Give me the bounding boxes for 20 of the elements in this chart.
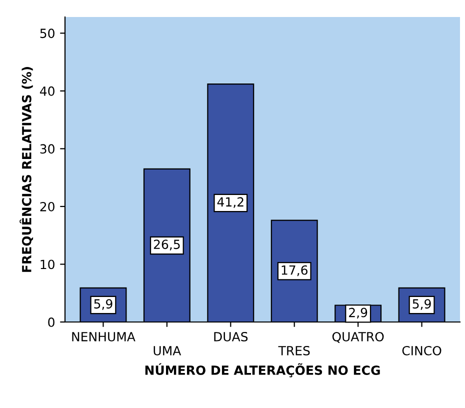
x-tick-label: QUATRO <box>332 332 384 343</box>
data-label: 41,2 <box>217 197 244 208</box>
y-tick-label: 30 <box>40 144 54 154</box>
y-axis-title: FREQUÊNCIAS RELATIVAS (%) <box>20 66 34 272</box>
x-tick-label: CINCO <box>402 346 442 356</box>
y-tick-label: 40 <box>40 86 54 96</box>
x-tick-label: UMA <box>154 346 182 356</box>
y-tick-label: 50 <box>40 28 54 38</box>
x-tick-label: NENHUMA <box>72 332 136 342</box>
x-axis-title: NÚMERO DE ALTERAÇÕES NO ECG <box>145 363 380 378</box>
x-tick-label: TRES <box>278 346 310 356</box>
data-label: 5,9 <box>412 299 431 310</box>
data-label: 5,9 <box>94 299 112 310</box>
y-tick-label: 20 <box>40 202 54 212</box>
y-tick-label: 10 <box>40 260 54 270</box>
data-label: 17,6 <box>282 265 308 276</box>
x-tick-label: DUAS <box>214 332 248 342</box>
data-label: 26,5 <box>154 240 180 250</box>
y-tick-label: 0 <box>48 317 54 327</box>
data-label: 2,9 <box>349 308 368 319</box>
